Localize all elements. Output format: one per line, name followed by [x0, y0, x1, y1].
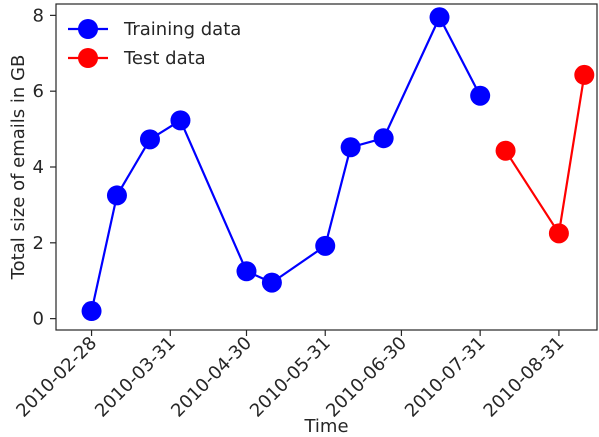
y-axis-ticks: 0 2 4 6 8	[33, 5, 56, 330]
data-point-training-data	[236, 261, 257, 282]
data-point-test-data	[495, 140, 516, 161]
y-tick-label: 4	[33, 157, 44, 178]
data-point-training-data	[315, 235, 336, 256]
legend-label: Test data	[123, 48, 206, 69]
data-point-training-data	[429, 7, 450, 28]
data-point-training-data	[170, 110, 191, 131]
x-axis-label: Time	[303, 416, 348, 437]
data-point-training-data	[261, 272, 282, 293]
data-point-training-data	[340, 137, 361, 158]
x-tick-label: 2010-07-31	[401, 333, 490, 422]
x-tick-label: 2010-05-31	[246, 333, 335, 422]
data-point-training-data	[106, 185, 127, 206]
data-point-test-data	[548, 223, 569, 244]
x-tick-label: 2010-02-28	[12, 333, 101, 422]
legend-marker	[78, 48, 98, 68]
x-tick-label: 2010-06-30	[322, 333, 411, 422]
data-point-training-data	[470, 85, 491, 106]
data-point-training-data	[139, 129, 160, 150]
y-tick-label: 6	[33, 81, 44, 102]
x-tick-label: 2010-04-30	[167, 333, 256, 422]
x-axis-ticks: 2010-02-282010-03-312010-04-302010-05-31…	[12, 330, 568, 422]
y-tick-label: 8	[33, 5, 44, 26]
series-layer	[81, 7, 595, 322]
y-tick-label: 2	[33, 233, 44, 254]
x-tick-label: 2010-08-31	[480, 333, 569, 422]
series-training-data	[81, 7, 491, 322]
y-tick-label: 0	[33, 309, 44, 330]
legend-item-test-data: Test data	[68, 48, 206, 69]
data-point-test-data	[574, 64, 595, 85]
legend-label: Training data	[123, 19, 241, 40]
series-test-data	[495, 64, 595, 244]
series-line-test-data	[504, 74, 586, 235]
y-axis-label: Total size of emails in GB	[8, 55, 29, 281]
legend-marker	[78, 19, 98, 39]
x-tick-label: 2010-03-31	[91, 333, 180, 422]
data-point-training-data	[373, 128, 394, 149]
data-point-training-data	[81, 301, 102, 322]
legend-item-training-data: Training data	[68, 19, 241, 40]
legend: Training data Test data	[68, 19, 241, 69]
